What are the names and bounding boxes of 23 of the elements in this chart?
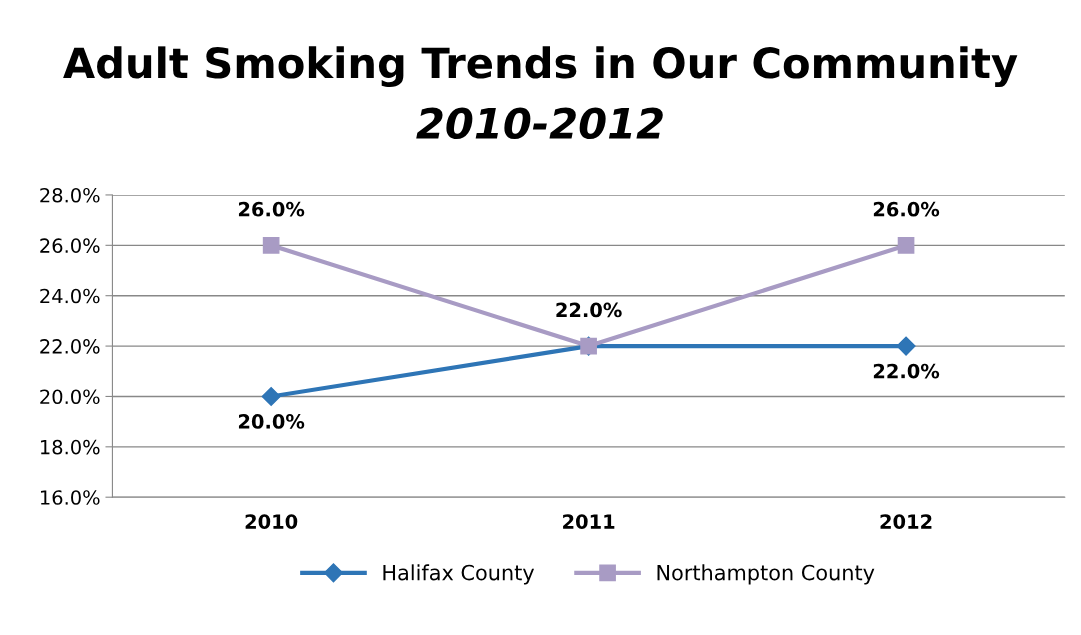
data-label: 26.0% [238, 201, 305, 217]
data-label: 22.0% [873, 363, 940, 379]
y-tick-label: 18.0% [40, 439, 100, 455]
point [897, 236, 915, 254]
chart-subtitle: 2010-2012 [416, 107, 663, 140]
legend-label: Northampton County [657, 564, 875, 585]
point [896, 336, 916, 356]
chart-title: Adult Smoking Trends in Our Community [63, 46, 1018, 87]
point [261, 386, 281, 406]
x-tick-label: 2010 [245, 514, 298, 529]
data-label: 20.0% [238, 414, 305, 429]
data-label: 22.0% [556, 302, 622, 318]
y-tick-label: 28.0% [40, 187, 100, 203]
y-tick-label: 26.0% [40, 238, 100, 253]
data-label: 26.0% [873, 201, 940, 217]
y-tick-label: 20.0% [40, 389, 100, 405]
x-tick-label: 2012 [880, 514, 932, 529]
y-tick-label: 24.0% [40, 288, 100, 304]
y-tick-label: 22.0% [40, 339, 100, 354]
x-tick-label: 2011 [563, 514, 615, 529]
point [262, 236, 280, 254]
y-tick-label: 16.0% [40, 490, 100, 505]
legend-label: Halifax County [383, 564, 535, 585]
